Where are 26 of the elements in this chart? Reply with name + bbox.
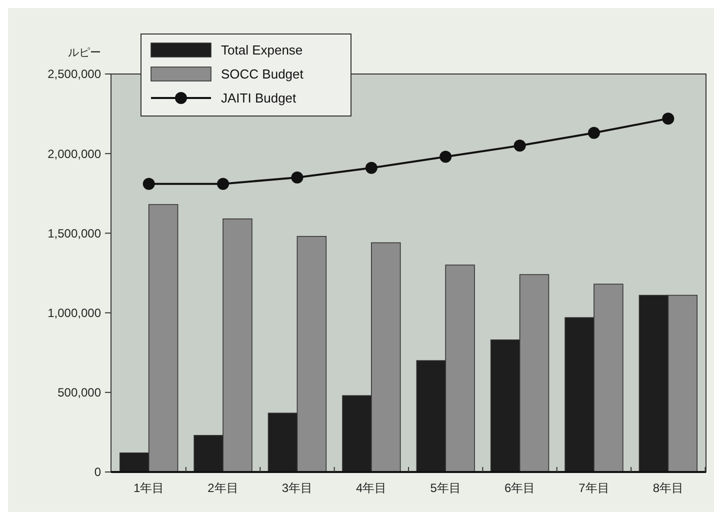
point xyxy=(440,150,452,163)
legend-label: Total Expense xyxy=(221,42,303,58)
x-tick-label: 2年目 xyxy=(208,481,238,495)
y-tick-label: 0 xyxy=(94,465,102,480)
point xyxy=(291,171,304,184)
point xyxy=(365,162,378,174)
y-tick-label: 500,000 xyxy=(58,386,102,400)
y-tick-label: 2,000,000 xyxy=(48,146,102,161)
y-tick-label: 1,000,000 xyxy=(48,306,102,320)
x-tick-label: 3年目 xyxy=(282,481,313,495)
point xyxy=(514,140,526,152)
x-tick-label: 5年目 xyxy=(430,481,461,495)
point xyxy=(662,112,674,125)
x-tick-label: 1年目 xyxy=(133,481,164,495)
legend-label: JAITI Budget xyxy=(221,90,297,106)
point xyxy=(217,178,230,190)
x-tick-label: 7年目 xyxy=(578,481,610,495)
x-tick-label: 4年目 xyxy=(356,481,387,495)
x-tick-label: 8年目 xyxy=(652,481,684,495)
point xyxy=(588,126,600,139)
y-axis-title: ルピー xyxy=(68,47,101,59)
y-tick-label: 1,500,000 xyxy=(48,226,102,240)
x-tick-label: 6年目 xyxy=(504,481,536,495)
point xyxy=(142,178,155,190)
legend-label: SOCC Budget xyxy=(221,66,304,82)
y-tick-label: 2,500,000 xyxy=(48,67,102,82)
